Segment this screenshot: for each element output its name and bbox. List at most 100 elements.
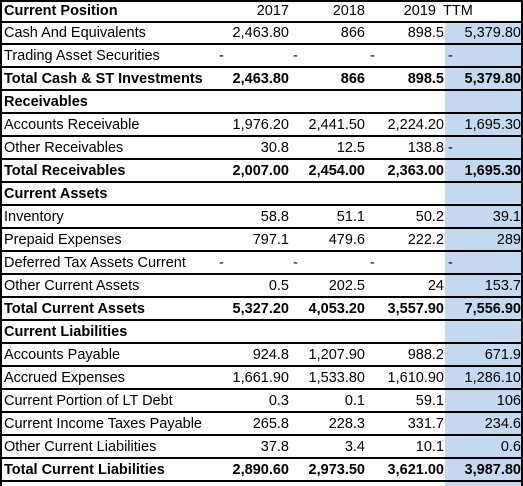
ttm-header: TTM — [443, 3, 473, 19]
value-2019-cell — [366, 91, 444, 114]
table-row: Inventory 58.8 51.1 50.2 39.1 — [0, 206, 523, 229]
value-2018-cell: 12.5 — [336, 140, 365, 156]
row-label: Accrued Expenses — [4, 370, 125, 386]
value-2018-cell: 3.4 — [344, 439, 365, 455]
value-2019-cell: 898.5 — [407, 71, 444, 87]
value-ttm-cell — [446, 183, 521, 206]
row-label: Other Current Liabilities — [4, 439, 157, 455]
table-row: Accounts Receivable 1,976.20 2,441.50 2,224… — [0, 114, 523, 137]
row-label: Total Receivables — [4, 163, 126, 179]
value-2018-cell: 2,454.00 — [308, 163, 365, 179]
value-2019-cell — [366, 183, 444, 206]
value-2019-cell: 10.1 — [415, 439, 444, 455]
value-2017-cell: 58.8 — [260, 209, 289, 225]
value-2018-cell: 0.1 — [344, 393, 365, 409]
value-ttm-cell — [446, 321, 521, 344]
row-label: Total Cash & ST Investments — [4, 71, 203, 87]
table-row: Total Current Assets 5,327.20 4,053.20 3,55… — [0, 298, 523, 321]
year-header-2017: 2017 — [256, 3, 289, 19]
value-2019-cell: 331.7 — [407, 416, 444, 432]
value-2018-cell — [290, 91, 365, 114]
value-2019-cell: 3,557.90 — [387, 301, 444, 317]
row-label: Inventory — [4, 209, 64, 225]
value-2019-cell: - — [370, 255, 375, 271]
year-header-2018: 2018 — [332, 3, 365, 19]
table-header-row: Current Position 2017 2018 2019 TTM — [0, 0, 523, 23]
table-row: Total Current Liabilities 2,890.60 2,973.5… — [0, 459, 523, 482]
value-2017-cell: 797.1 — [252, 232, 289, 248]
value-2019-cell — [366, 321, 444, 344]
value-2018-cell: - — [293, 255, 298, 271]
value-2018-cell: 51.1 — [336, 209, 365, 225]
value-2017-cell: - — [219, 48, 224, 64]
value-2018-cell — [290, 183, 365, 206]
value-ttm-cell: 289 — [496, 232, 521, 248]
row-label: Current Income Taxes Payable — [4, 416, 203, 432]
table-row: Trading Asset Securities - - - - — [0, 45, 523, 68]
value-2017-cell: 2,463.80 — [232, 71, 289, 87]
value-2017-cell: - — [219, 255, 224, 271]
value-2018-cell: - — [293, 48, 298, 64]
value-2019-cell: 2,363.00 — [387, 163, 444, 179]
row-label: Cash And Equivalents — [4, 25, 146, 41]
value-2017-cell: 2,007.00 — [232, 163, 289, 179]
row-label: Trading Asset Securities — [4, 48, 160, 64]
value-2017-cell: 30.8 — [260, 140, 289, 156]
table-border-right — [521, 0, 523, 486]
value-2017-cell: 265.8 — [252, 416, 289, 432]
row-label: Total Current Assets — [4, 301, 145, 317]
row-label: Accounts Receivable — [4, 117, 140, 133]
value-2019-cell: 3,621.00 — [387, 462, 444, 478]
table-row: Accrued Expenses 1,661.90 1,533.80 1,610.90… — [0, 367, 523, 390]
value-2019-cell: 24 — [427, 278, 444, 294]
year-header-2019: 2019 — [403, 3, 436, 19]
value-2017-cell: 2,890.60 — [232, 462, 289, 478]
table-row: Total Receivables 2,007.00 2,454.00 2,363.0… — [0, 160, 523, 183]
value-ttm-cell: 153.7 — [484, 278, 521, 294]
value-2017-cell: 1,661.90 — [232, 370, 289, 386]
table-row: Current Assets — [0, 183, 523, 206]
table-row: Cash And Equivalents 2,463.80 866 898.5 5,37… — [0, 22, 523, 45]
row-label: Current Liabilities — [4, 324, 128, 340]
value-2019-cell: 222.2 — [407, 232, 444, 248]
value-ttm-cell: 1,695.30 — [464, 117, 521, 133]
value-2017-cell: 2,463.80 — [232, 25, 289, 41]
value-2018-cell: 866 — [340, 71, 365, 87]
table-row: Accounts Payable 924.8 1,207.90 988.2 671.9 — [0, 344, 523, 367]
value-2017-cell: 5,327.20 — [232, 301, 289, 317]
value-2018-cell: 228.3 — [328, 416, 365, 432]
row-label: Other Receivables — [4, 140, 124, 156]
value-2019-cell: - — [370, 48, 375, 64]
value-ttm-cell: - — [448, 255, 453, 271]
value-ttm-cell: 7,556.90 — [464, 301, 521, 317]
table-row: Current Portion of LT Debt 0.3 0.1 59.1 106 — [0, 390, 523, 413]
table-row: Receivables — [0, 91, 523, 114]
value-ttm-cell: - — [448, 48, 453, 64]
value-2018-cell: 1,207.90 — [308, 347, 365, 363]
row-label: Current Portion of LT Debt — [4, 393, 173, 409]
table-title: Current Position — [4, 3, 118, 19]
row-label: Current Assets — [4, 186, 108, 202]
table-row: Current Liabilities — [0, 321, 523, 344]
table-row: Total Cash & ST Investments 2,463.80 866 89… — [0, 68, 523, 91]
table-row: Prepaid Expenses 797.1 479.6 222.2 289 — [0, 229, 523, 252]
value-2018-cell: 4,053.20 — [308, 301, 365, 317]
table-row: Current Income Taxes Payable 265.8 228.3 33… — [0, 413, 523, 436]
table-row: Other Receivables 30.8 12.5 138.8- — [0, 137, 523, 160]
row-label: Prepaid Expenses — [4, 232, 122, 248]
value-2018-cell: 866 — [340, 25, 365, 41]
value-ttm-cell: 5,379.80 — [464, 25, 521, 41]
table-border-left — [0, 0, 2, 486]
value-ttm-cell: 1,695.30 — [464, 163, 521, 179]
row-label: Receivables — [4, 94, 88, 110]
value-2019-cell: 59.1 — [415, 393, 444, 409]
row-label: Other Current Assets — [4, 278, 140, 294]
value-2017-cell: 0.3 — [268, 393, 289, 409]
table-row: Other Current Liabilities 37.8 3.4 10.1 0.6 — [0, 436, 523, 459]
value-ttm-cell: 671.9 — [484, 347, 521, 363]
value-2017-cell: 37.8 — [260, 439, 289, 455]
value-2019-cell: 988.2 — [407, 347, 444, 363]
value-2018-cell — [290, 321, 365, 344]
value-2019-cell: 50.2 — [415, 209, 444, 225]
